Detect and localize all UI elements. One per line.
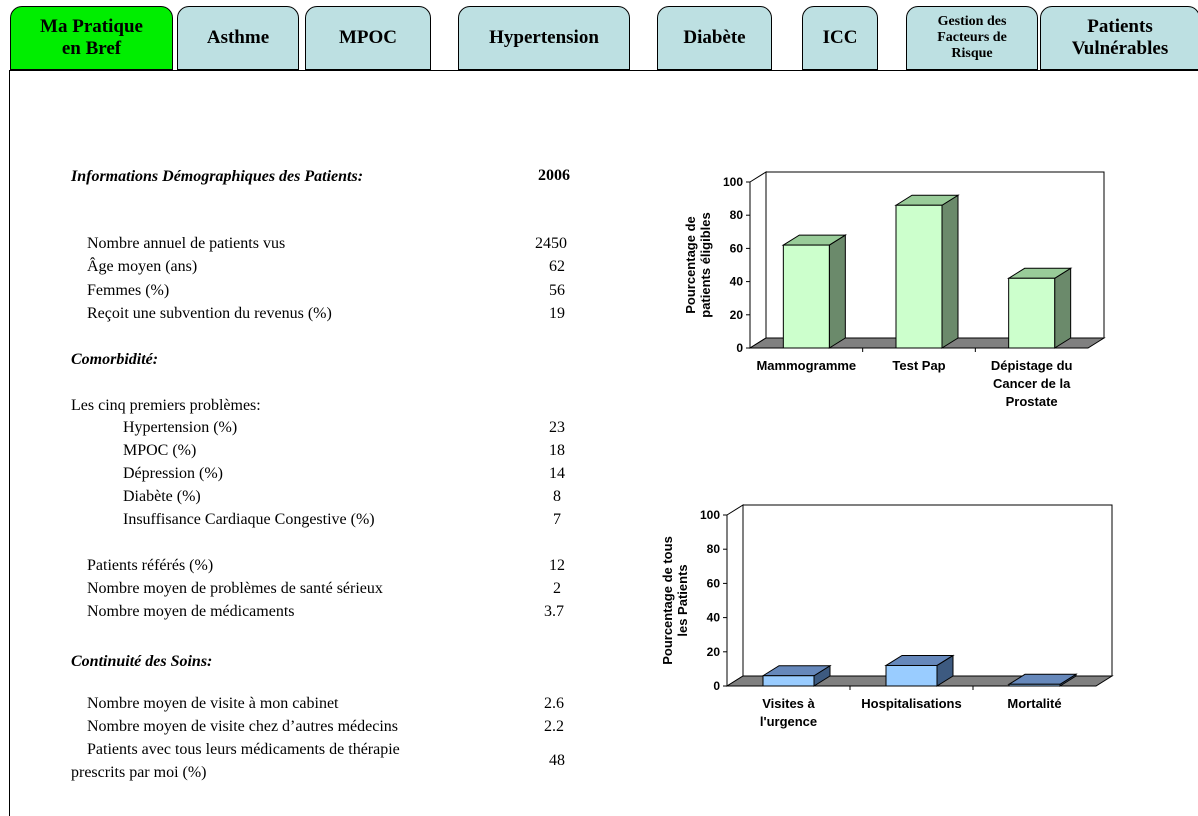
y-tick-label: 100: [700, 508, 720, 522]
tab-label: Hypertension: [489, 27, 599, 49]
y-axis-label: Pourcentage de tous: [660, 536, 675, 665]
tab-gestion-facteurs-risque[interactable]: Gestion des Facteurs de Risque: [906, 6, 1038, 70]
y-tick-label: 60: [707, 576, 721, 590]
comorbidity-label: Dépression (%): [123, 465, 223, 482]
tab-label: Asthme: [206, 27, 270, 49]
outcomes-bar-chart: 0 20 40 60 80 100 Pourcentage de tous les Patie…: [660, 504, 1114, 729]
tab-asthme[interactable]: Asthme: [177, 6, 299, 70]
bar: [762, 675, 815, 687]
comorbidity-value: 23: [549, 419, 565, 436]
y-tick-label: 60: [730, 241, 744, 255]
y-tick-label: 40: [707, 611, 721, 625]
content-frame-left: [9, 70, 10, 816]
chart-side-wall: [749, 171, 767, 349]
x-category-label: l'urgence: [760, 714, 817, 729]
y-tick-label: 40: [730, 275, 744, 289]
continuity-value: 2.2: [544, 718, 564, 735]
comorbidity-value: 18: [549, 442, 565, 459]
demo-value: 62: [549, 258, 565, 275]
demo-label: Reçoit une subvention du revenus (%): [87, 305, 332, 322]
x-category-label: Visites à: [762, 696, 815, 711]
bar: [895, 204, 943, 349]
y-tick-label: 0: [736, 341, 743, 355]
demo-label: Nombre annuel de patients vus: [87, 235, 286, 252]
x-category-label: Mammogramme: [756, 358, 856, 373]
tab-icc[interactable]: ICC: [802, 6, 878, 70]
y-axis-label: les Patients: [675, 564, 690, 636]
tab-label: Gestion des Facteurs de Risque: [937, 13, 1007, 62]
tab-mpoc[interactable]: MPOC: [305, 6, 431, 70]
bar: [1008, 277, 1056, 349]
x-category-label: Test Pap: [892, 358, 945, 373]
continuity-value: 2.6: [544, 695, 564, 712]
bar-side: [941, 194, 959, 349]
comorbidity-value: 8: [553, 488, 561, 505]
comorbidity-extra-value: 12: [549, 557, 565, 574]
screening-bar-chart: 0 20 40 60 80 100 Pourcentage de patients éligi…: [683, 171, 1106, 409]
tab-label: Ma Pratique en Bref: [40, 16, 143, 59]
demo-value: 19: [549, 305, 565, 322]
continuity-label-line2: prescrits par moi (%): [71, 764, 207, 781]
tab-label: Diabète: [683, 27, 746, 49]
demo-value: 56: [549, 282, 565, 299]
comorbidity-label: Diabète (%): [123, 488, 201, 505]
chart-back-wall: [742, 504, 1113, 677]
demographics-year: 2006: [538, 167, 570, 184]
demo-label: Femmes (%): [87, 282, 170, 299]
comorbidity-extra-label: Patients référés (%): [87, 557, 214, 574]
bar-side: [828, 234, 846, 349]
comorbidity-extra-value: 2: [553, 580, 561, 597]
bar-side: [1054, 267, 1072, 349]
demo-label: Âge moyen (ans): [87, 258, 198, 275]
tab-label: MPOC: [338, 27, 398, 49]
comorbidity-value: 7: [553, 511, 561, 528]
y-tick-label: 100: [723, 175, 743, 189]
comorbidity-label: Insuffisance Cardiaque Congestive (%): [123, 511, 375, 528]
x-category-label: Dépistage du: [991, 358, 1073, 373]
tab-diabete[interactable]: Diabète: [657, 6, 772, 70]
demographics-title: Informations Démographiques des Patients…: [71, 168, 364, 185]
demo-value: 2450: [535, 235, 567, 252]
continuity-label-line1: Patients avec tous leurs médicaments de …: [87, 741, 400, 758]
comorbidity-extra-label: Nombre moyen de problèmes de santé série…: [87, 580, 383, 597]
tab-ma-pratique[interactable]: Ma Pratique en Bref: [10, 6, 173, 70]
tab-patients-vulnerables[interactable]: Patients Vulnérables: [1040, 6, 1198, 70]
continuity-value: 48: [549, 752, 565, 769]
x-category-label: Prostate: [1006, 394, 1058, 409]
tab-label: ICC: [822, 27, 858, 49]
continuity-label: Nombre moyen de visite à mon cabinet: [87, 695, 339, 712]
tab-hypertension[interactable]: Hypertension: [458, 6, 630, 70]
content-frame-top: [9, 70, 1198, 71]
continuity-label: Nombre moyen de visite chez d’autres méd…: [87, 718, 398, 735]
y-tick-label: 20: [707, 645, 721, 659]
comorbidity-label: MPOC (%): [123, 442, 197, 459]
bar: [782, 244, 830, 349]
comorbidity-value: 14: [549, 465, 565, 482]
comorbidity-title: Comorbidité:: [71, 351, 159, 368]
comorbidity-extra-label: Nombre moyen de médicaments: [87, 603, 295, 620]
y-tick-label: 20: [730, 308, 744, 322]
bar: [1008, 683, 1061, 687]
x-category-label: Mortalité: [1007, 696, 1061, 711]
y-tick-label: 0: [713, 679, 720, 693]
chart-side-wall: [726, 504, 744, 687]
continuity-title: Continuité des Soins:: [71, 653, 213, 670]
y-tick-label: 80: [730, 208, 744, 222]
comorbidity-label: Hypertension (%): [123, 419, 238, 436]
x-category-label: Hospitalisations: [861, 696, 961, 711]
y-tick-label: 80: [707, 542, 721, 556]
y-axis-label: Pourcentage de: [683, 216, 698, 314]
tab-label: Patients Vulnérables: [1071, 16, 1169, 59]
comorbidity-intro: Les cinq premiers problèmes:: [71, 397, 261, 414]
y-axis-label: patients éligibles: [698, 212, 713, 317]
bar: [885, 664, 938, 687]
comorbidity-extra-value: 3.7: [544, 603, 564, 620]
x-category-label: Cancer de la: [993, 376, 1071, 391]
